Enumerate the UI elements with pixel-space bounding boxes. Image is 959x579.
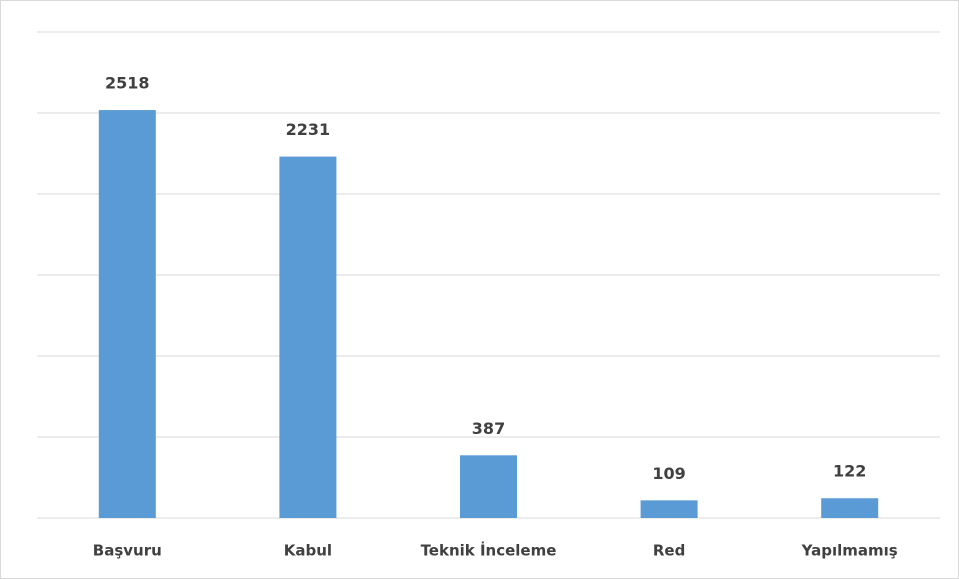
bar bbox=[98, 110, 156, 519]
x-tick-label: Red bbox=[653, 542, 685, 560]
value-label: 109 bbox=[652, 464, 685, 483]
x-tick-label: Yapılmamış bbox=[801, 542, 898, 560]
x-tick-label: Kabul bbox=[284, 542, 332, 560]
bar bbox=[460, 455, 517, 518]
value-label: 122 bbox=[833, 462, 866, 481]
bar bbox=[821, 498, 879, 518]
x-tick-label: Teknik İnceleme bbox=[421, 541, 557, 560]
x-tick-label: Başvuru bbox=[93, 542, 162, 560]
value-label: 2231 bbox=[286, 120, 331, 139]
bar bbox=[279, 156, 337, 518]
value-label: 2518 bbox=[105, 74, 150, 93]
bar bbox=[640, 500, 698, 518]
value-label: 387 bbox=[472, 419, 505, 438]
